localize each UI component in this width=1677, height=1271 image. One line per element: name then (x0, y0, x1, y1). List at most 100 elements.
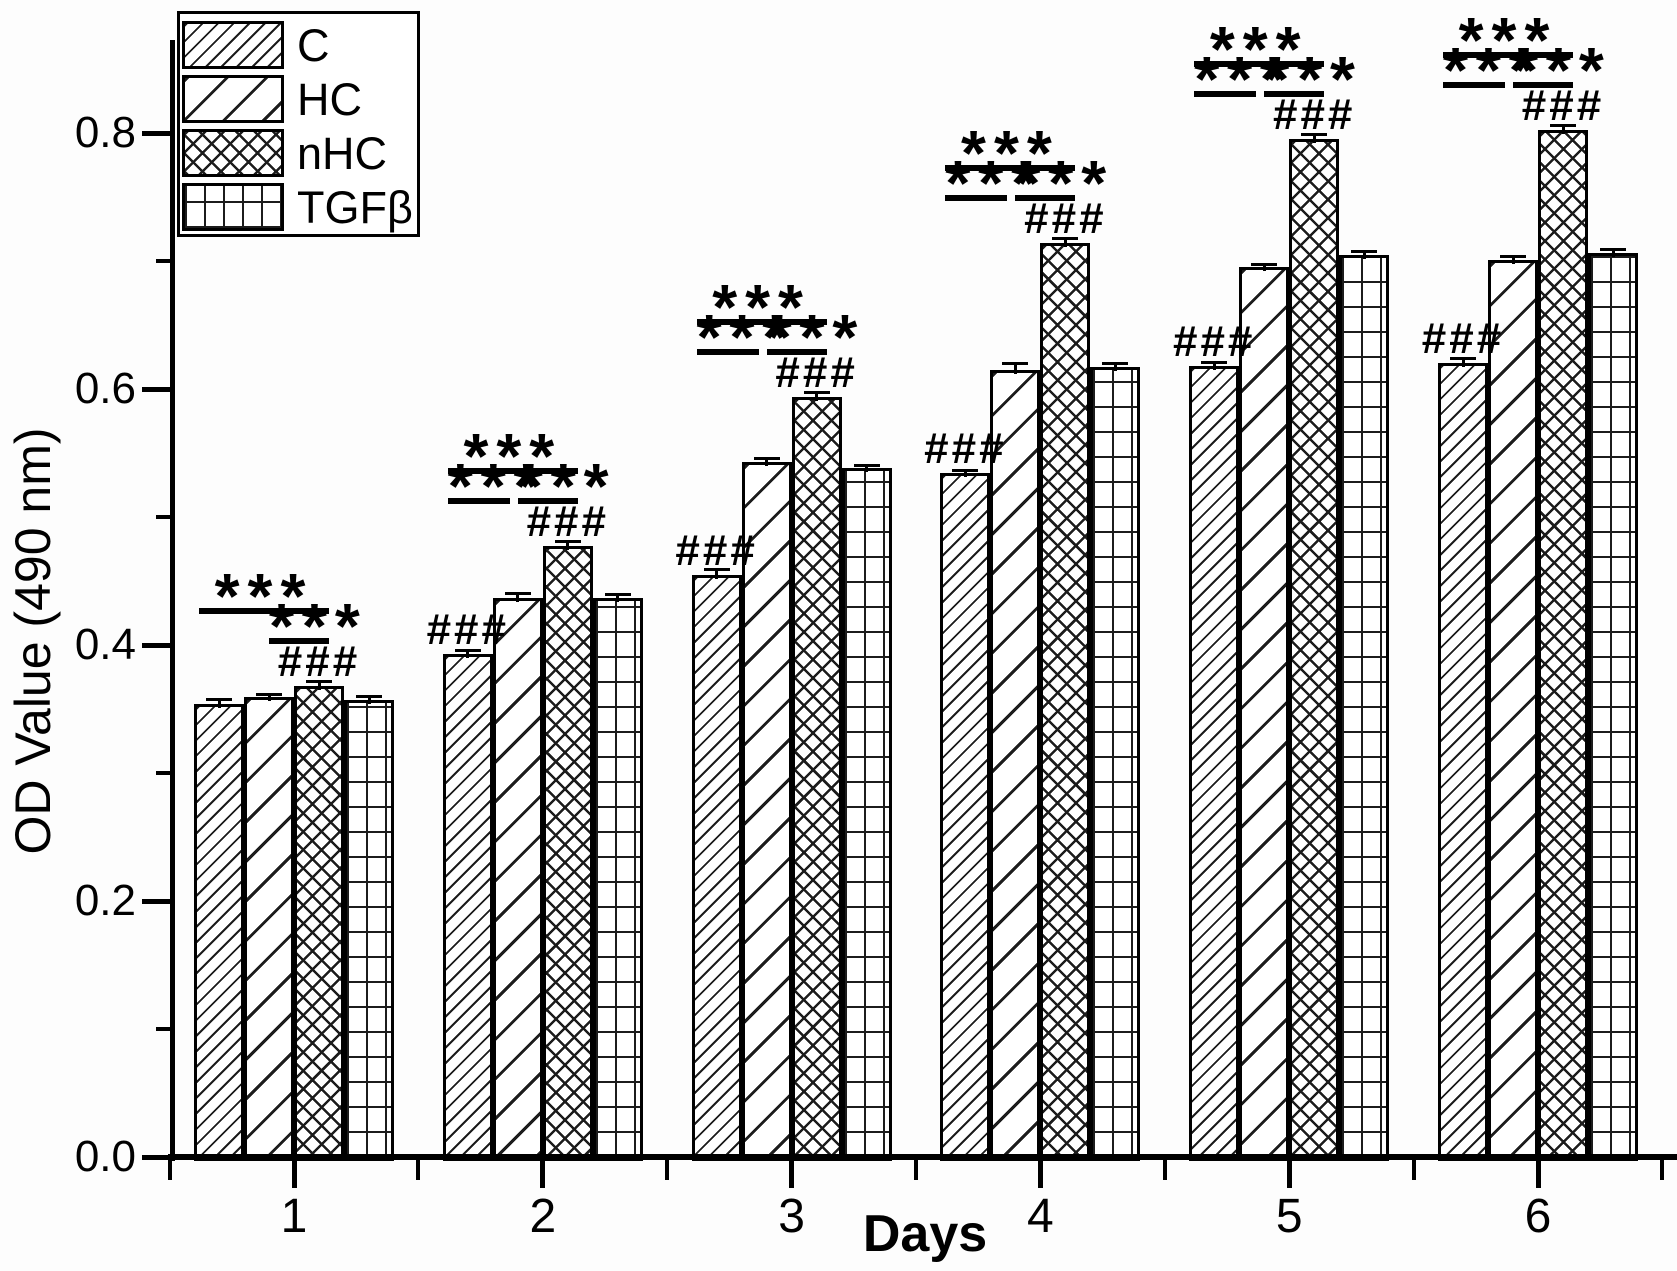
sig-bracket-hc-nhc (1513, 82, 1573, 89)
error-bar-cap (1251, 262, 1278, 266)
error-bar (516, 592, 520, 602)
bar-C-day3 (691, 574, 742, 1161)
sig-bracket-c-nhc (447, 468, 578, 475)
sig-bracket-hc-nhc (766, 348, 827, 355)
bar-nHC-day1 (294, 685, 344, 1161)
y-tick-minor (156, 259, 170, 263)
bar-TGFβ-day6 (1588, 253, 1638, 1161)
bar-HC-day6 (1488, 259, 1538, 1161)
error-bar (815, 391, 819, 401)
error-bar (367, 696, 371, 705)
error-bar (1461, 358, 1465, 368)
legend-item-c: C (182, 18, 417, 72)
bar-HC-day2 (492, 597, 543, 1161)
error-bar (865, 464, 869, 473)
sig-bracket-c-nhc (1443, 52, 1573, 59)
error-bar (466, 650, 470, 658)
sig-stars-c-nhc: *** (463, 420, 563, 493)
bar-TGFβ-day4 (1090, 367, 1141, 1161)
x-tick-label: 5 (1275, 1190, 1303, 1243)
x-tick-label: 1 (280, 1190, 308, 1243)
sig-hash-c: ### (426, 604, 509, 654)
sig-hash-nhc: ### (1521, 81, 1605, 131)
sig-bracket-c-nhc (199, 607, 329, 614)
y-tick-major (142, 1155, 170, 1160)
sig-hash-nhc: ### (277, 636, 361, 686)
error-bar (1013, 363, 1017, 374)
bar-TGFβ-day1 (344, 700, 394, 1161)
error-bar (1611, 249, 1615, 258)
sig-bracket-c-nhc (696, 318, 827, 325)
y-tick-minor (156, 1027, 170, 1031)
bar-nHC-day5 (1289, 139, 1340, 1161)
sig-bracket-c-nhc (1194, 61, 1325, 68)
y-tick-major (142, 131, 170, 136)
x-tick-major (789, 1160, 795, 1188)
error-bar-cap (1500, 254, 1526, 258)
x-tick-label: 4 (1027, 1190, 1054, 1243)
sig-bracket-c-nhc (945, 165, 1076, 172)
bar-C-day1 (194, 703, 244, 1161)
x-tick-major (1535, 1160, 1541, 1188)
sig-stars-c-nhc: *** (1209, 13, 1309, 86)
legend-swatch-grid-icon (182, 183, 284, 231)
bar-nHC-day2 (542, 546, 593, 1161)
error-bar (715, 569, 719, 579)
sig-hash-nhc: ### (1024, 194, 1107, 244)
error-bar-cap (803, 390, 830, 394)
y-tick-major (142, 643, 170, 648)
x-tick-minor (1411, 1160, 1416, 1180)
error-bar-cap (306, 679, 332, 683)
legend-label-tgfb: TGFβ (297, 181, 413, 233)
error-bar (1511, 255, 1515, 264)
bar-nHC-day4 (1040, 243, 1091, 1161)
error-bar (1312, 134, 1316, 144)
error-bar (765, 458, 769, 466)
error-bar (217, 698, 221, 708)
sig-hash-nhc: ### (775, 347, 858, 397)
error-bar-cap (454, 649, 481, 653)
error-bar (616, 593, 620, 602)
x-tick-label: 2 (529, 1190, 557, 1243)
legend: C HC nHC TGFβ (177, 11, 420, 237)
bar-nHC-day6 (1538, 130, 1588, 1161)
error-bar (1212, 362, 1216, 370)
error-bar-cap (604, 592, 631, 596)
error-bar-cap (554, 540, 581, 544)
sig-bracket-hc-nhc (269, 637, 329, 644)
y-tick-label: 0.4 (74, 620, 136, 669)
x-tick-minor (167, 1160, 172, 1180)
sig-stars-hc-nhc: *** (766, 300, 866, 373)
y-tick-label: 0.8 (74, 108, 136, 157)
error-bar-cap (1201, 361, 1228, 365)
error-bar-cap (1351, 249, 1378, 253)
x-tick-major (1037, 1160, 1043, 1188)
sig-hash-c: ### (1172, 316, 1256, 366)
error-bar-cap (206, 697, 232, 701)
sig-bracket-hc-nhc (1015, 195, 1076, 202)
error-bar-cap (1550, 124, 1576, 128)
legend-swatch-diagonal-wide-icon (182, 75, 284, 123)
bar-C-day4 (940, 473, 991, 1161)
bar-C-day5 (1189, 365, 1240, 1161)
legend-swatch-crosshatch-icon (182, 129, 284, 177)
x-tick-major (540, 1160, 546, 1188)
error-bar (1362, 250, 1366, 259)
error-bar-cap (1301, 133, 1328, 137)
x-tick-label: 6 (1524, 1190, 1552, 1243)
sig-bracket-c-hc (696, 348, 759, 355)
sig-stars-hc-nhc: *** (1513, 34, 1612, 107)
bar-HC-day4 (990, 369, 1041, 1161)
error-bar-cap (1600, 248, 1626, 252)
sig-bracket-c-hc (945, 195, 1008, 202)
x-axis-title: Days (862, 1205, 988, 1263)
x-tick-major (1286, 1160, 1292, 1188)
bar-HC-day1 (244, 697, 294, 1161)
sig-stars-c-nhc: *** (1458, 4, 1558, 77)
error-bar-cap (952, 468, 979, 472)
sig-bracket-c-hc (1194, 91, 1257, 98)
x-tick-label: 3 (778, 1190, 805, 1243)
error-bar-cap (853, 463, 880, 467)
sig-stars-c-nhc: *** (961, 117, 1060, 190)
bar-HC-day5 (1239, 267, 1290, 1161)
